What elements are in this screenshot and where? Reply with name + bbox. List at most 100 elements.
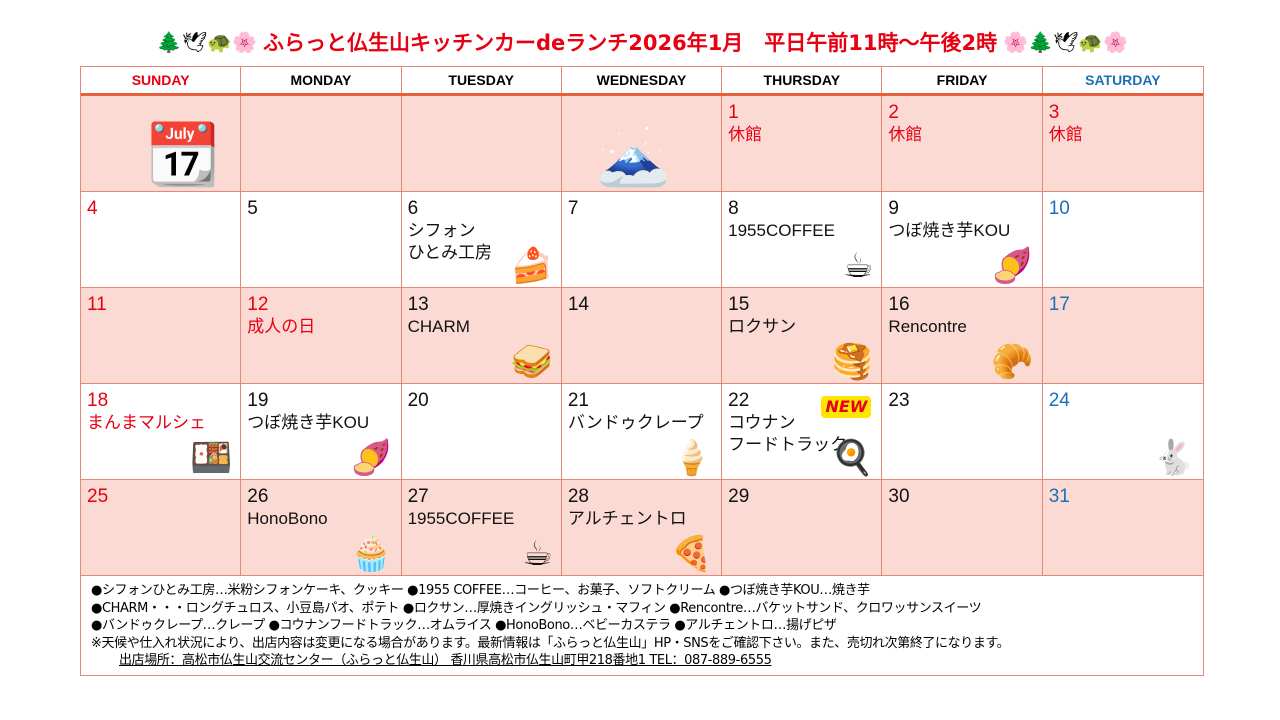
day-number: 26	[247, 486, 269, 507]
day-cell[interactable]: 27 1955COFFEE ☕	[402, 480, 562, 575]
title-text: ふらっと仏生山キッチンカーdeランチ2026年1月 平日午前11時〜午後2時	[262, 31, 998, 55]
day-cell[interactable]: 12 成人の日	[241, 288, 402, 383]
coffee-icon: ☕	[522, 534, 553, 574]
event-label: コウナン	[728, 413, 796, 432]
address-link[interactable]: 出店場所：高松市仏生山交流センター（ふらっと仏生山） 香川県高松市仏生山町甲21…	[119, 653, 772, 668]
omurice-icon: 🍳	[831, 438, 874, 478]
new-year-decoration-icon: 🌸🌲🕊🐢🌸	[1003, 30, 1129, 54]
day-number: 30	[888, 486, 910, 507]
day-cell[interactable]: 8 1955COFFEE ☕	[722, 192, 883, 287]
event-label: 休館	[1048, 125, 1083, 144]
day-cell[interactable]: 22 コウナンフードトラック 🍳 NEW	[722, 384, 883, 479]
day-cell[interactable]: 18 まんまマルシェ 🍱	[81, 384, 242, 479]
event-label: シフォン	[407, 221, 476, 240]
day-cell[interactable]: 2 休館	[882, 96, 1043, 191]
mount-fuji-icon: 🗻	[596, 120, 672, 190]
new-badge: NEW	[821, 396, 872, 418]
day-number: 22	[728, 390, 750, 411]
day-number: 23	[888, 390, 910, 411]
sweet-potato-icon: 🍠	[350, 438, 393, 478]
day-cell[interactable]: 30	[882, 480, 1043, 575]
day-number: 13	[407, 294, 429, 315]
day-cell[interactable]: 28 アルチェントロ 🍕	[562, 480, 723, 575]
chiffon-cake-icon: 🍰	[510, 246, 553, 286]
day-cell[interactable]	[402, 96, 562, 191]
calendar-week: 25 26 HonoBono 🧁 27 1955COFFEE ☕ 28 アルチェントロ 🍕 29 30…	[81, 480, 1203, 576]
day-number: 25	[87, 486, 109, 507]
day-cell[interactable]: 24 🐇	[1043, 384, 1203, 479]
day-cell[interactable]: 3 休館	[1043, 96, 1203, 191]
weekday-friday: FRIDAY	[882, 67, 1043, 93]
day-number: 27	[407, 486, 429, 507]
event-label: ひとみ工房	[407, 243, 493, 262]
day-cell[interactable]: 26 HonoBono 🧁	[241, 480, 402, 575]
day-cell[interactable]: 25	[81, 480, 242, 575]
pizza-icon: 🍕	[670, 534, 714, 574]
day-cell[interactable]: 📆	[81, 96, 242, 191]
event-label: フードトラック	[728, 435, 848, 454]
day-cell[interactable]: 11	[81, 288, 242, 383]
day-cell[interactable]: 23	[882, 384, 1043, 479]
day-number: 29	[728, 486, 750, 507]
event-label: 成人の日	[247, 317, 316, 336]
weekday-tuesday: TUESDAY	[402, 67, 562, 93]
day-cell[interactable]: 🗻	[562, 96, 723, 191]
calendar: SUNDAY MONDAY TUESDAY WEDNESDAY THURSDAY FRID…	[80, 66, 1204, 676]
day-cell[interactable]: 10	[1043, 192, 1203, 287]
day-number: 12	[247, 294, 269, 315]
footer-notes: ●シフォンひとみ工房…米粉シフォンケーキ、クッキー ●1955 COFFEE…コ…	[81, 576, 1203, 675]
day-number: 4	[87, 198, 98, 219]
footer-line: ※天候や仕入れ状況により、出店内容は変更になる場合があります。最新情報は「ふらっ…	[91, 635, 1010, 651]
day-number: 5	[247, 198, 258, 219]
day-cell[interactable]: 4	[81, 192, 242, 287]
day-number: 16	[888, 294, 910, 315]
weekday-monday: MONDAY	[241, 67, 402, 93]
day-number: 2	[888, 102, 899, 123]
day-cell[interactable]: 20	[402, 384, 562, 479]
day-number: 14	[567, 294, 589, 315]
day-number: 28	[567, 486, 589, 507]
day-number: 3	[1048, 102, 1060, 123]
day-cell[interactable]: 17	[1043, 288, 1203, 383]
bento-icon: 🍱	[189, 438, 233, 478]
day-cell[interactable]: 13 CHARM 🥪	[402, 288, 562, 383]
day-number: 15	[728, 294, 750, 315]
sweet-potato-icon: 🍠	[991, 246, 1034, 286]
event-label: ロクサン	[728, 317, 797, 336]
day-number: 9	[888, 198, 899, 219]
coffee-icon: ☕	[842, 246, 874, 286]
day-cell[interactable]: 14	[562, 288, 723, 383]
day-cell[interactable]: 19 つぼ焼き芋KOU 🍠	[241, 384, 402, 479]
event-label: 1955COFFEE	[407, 509, 515, 528]
event-label: つぼ焼き芋KOU	[247, 413, 370, 432]
event-label: アルチェントロ	[567, 509, 687, 528]
calendar-week: 📆 🗻 1 休館 2 休館 3 休館	[81, 96, 1203, 192]
day-cell[interactable]: 5	[241, 192, 402, 287]
calendar-icon: 📆	[145, 120, 221, 190]
calendar-week: 4 5 6 シフォン ひとみ工房 🍰 7 8 1955COFFEE ☕ 9 つぼ焼き芋KOU 🍠 10	[81, 192, 1203, 288]
weekday-sunday: SUNDAY	[81, 67, 242, 93]
day-cell[interactable]: 16 Rencontre 🥐	[882, 288, 1043, 383]
day-cell[interactable]: 1 休館	[722, 96, 883, 191]
day-cell[interactable]: 7	[562, 192, 723, 287]
day-number: 18	[87, 390, 109, 411]
day-cell[interactable]: 21 バンドゥクレープ 🍦	[562, 384, 723, 479]
day-cell[interactable]: 31	[1043, 480, 1203, 575]
day-number: 20	[407, 390, 429, 411]
day-number: 24	[1048, 390, 1070, 411]
event-label: 1955COFFEE	[728, 221, 835, 240]
day-cell[interactable]: 15 ロクサン 🥞	[722, 288, 883, 383]
croissant-icon: 🥐	[991, 342, 1034, 382]
sandwich-icon: 🥪	[510, 342, 553, 382]
event-label: Rencontre	[888, 317, 967, 336]
weekday-wednesday: WEDNESDAY	[562, 67, 723, 93]
day-cell[interactable]: 6 シフォン ひとみ工房 🍰	[402, 192, 562, 287]
day-number: 10	[1048, 198, 1070, 219]
day-number: 11	[87, 294, 107, 315]
event-label: バンドゥクレープ	[567, 413, 704, 432]
day-cell[interactable]: 29	[722, 480, 883, 575]
day-cell[interactable]: 9 つぼ焼き芋KOU 🍠	[882, 192, 1043, 287]
muffin-icon: 🥞	[831, 342, 874, 382]
day-number: 19	[247, 390, 269, 411]
day-cell[interactable]	[241, 96, 402, 191]
